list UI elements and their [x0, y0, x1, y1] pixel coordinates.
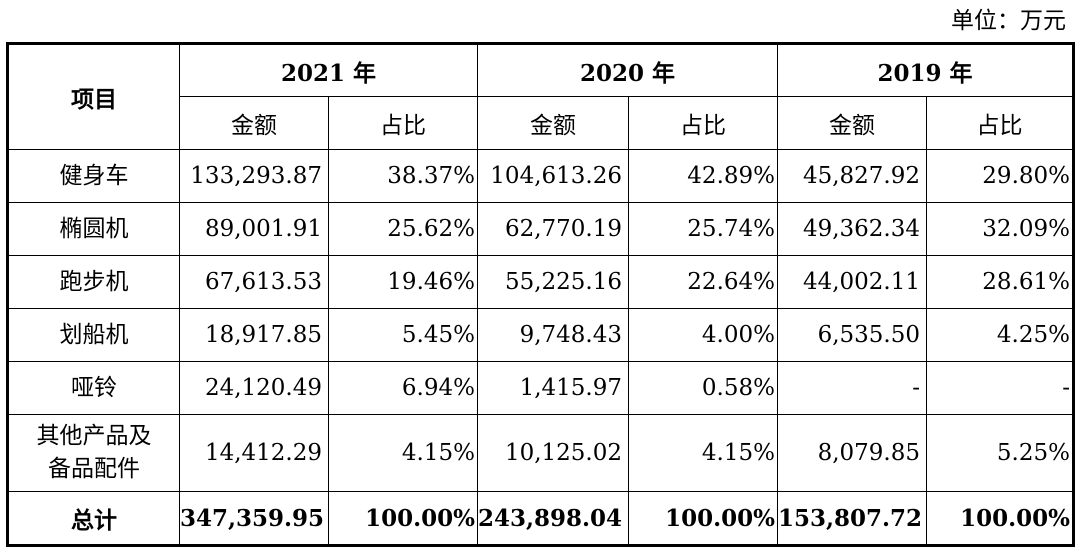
- header-row-years: 项目 2021 年 2020 年 2019 年: [7, 43, 1074, 150]
- table-row: 其他产品及 备品配件 14,412.29 4.15% 10,125.02 4.1…: [7, 414, 1074, 492]
- ratio-cell: 4.15%: [328, 414, 478, 492]
- ratio-cell: -: [926, 361, 1074, 415]
- ratio-cell: 29.80%: [926, 149, 1074, 203]
- header-year-2019: 2019 年: [777, 43, 1074, 97]
- ratio-cell: 28.61%: [926, 255, 1074, 309]
- amount-cell: 14,412.29: [179, 414, 329, 492]
- table-row: 哑铃 24,120.49 6.94% 1,415.97 0.58% - -: [7, 361, 1074, 415]
- ratio-cell: 4.00%: [628, 308, 778, 362]
- ratio-cell: 5.25%: [926, 414, 1074, 492]
- header-ratio: 占比: [926, 96, 1074, 150]
- amount-cell: 10,125.02: [477, 414, 629, 492]
- unit-label: 单位：万元: [951, 8, 1066, 34]
- amount-cell: 9,748.43: [477, 308, 629, 362]
- total-label: 总计: [7, 491, 180, 546]
- row-name: 划船机: [7, 308, 180, 362]
- ratio-cell: 25.74%: [628, 202, 778, 256]
- total-amount: 153,807.72: [777, 491, 927, 546]
- row-name: 跑步机: [7, 255, 180, 309]
- ratio-cell: 4.25%: [926, 308, 1074, 362]
- ratio-cell: 25.62%: [328, 202, 478, 256]
- amount-cell: 55,225.16: [477, 255, 629, 309]
- total-ratio: 100.00%: [328, 491, 478, 546]
- amount-cell: 1,415.97: [477, 361, 629, 415]
- ratio-cell: 5.45%: [328, 308, 478, 362]
- total-amount: 243,898.04: [477, 491, 629, 546]
- ratio-cell: 4.15%: [628, 414, 778, 492]
- amount-cell: -: [777, 361, 927, 415]
- amount-cell: 45,827.92: [777, 149, 927, 203]
- total-amount: 347,359.95: [179, 491, 329, 546]
- row-name-line: 备品配件: [48, 456, 140, 482]
- header-ratio: 占比: [628, 96, 778, 150]
- amount-cell: 44,002.11: [777, 255, 927, 309]
- amount-cell: 89,001.91: [179, 202, 329, 256]
- ratio-cell: 22.64%: [628, 255, 778, 309]
- table-row: 健身车 133,293.87 38.37% 104,613.26 42.89% …: [7, 149, 1074, 203]
- ratio-cell: 42.89%: [628, 149, 778, 203]
- header-ratio: 占比: [328, 96, 478, 150]
- header-amount: 金额: [777, 96, 927, 150]
- ratio-cell: 19.46%: [328, 255, 478, 309]
- amount-cell: 104,613.26: [477, 149, 629, 203]
- ratio-cell: 6.94%: [328, 361, 478, 415]
- header-amount: 金额: [477, 96, 629, 150]
- total-ratio: 100.00%: [628, 491, 778, 546]
- row-name: 其他产品及 备品配件: [7, 414, 180, 492]
- header-item: 项目: [7, 43, 180, 150]
- header-amount: 金额: [179, 96, 329, 150]
- amount-cell: 8,079.85: [777, 414, 927, 492]
- total-row: 总计 347,359.95 100.00% 243,898.04 100.00%…: [7, 491, 1074, 546]
- amount-cell: 18,917.85: [179, 308, 329, 362]
- ratio-cell: 32.09%: [926, 202, 1074, 256]
- table-row: 跑步机 67,613.53 19.46% 55,225.16 22.64% 44…: [7, 255, 1074, 309]
- row-name: 健身车: [7, 149, 180, 203]
- amount-cell: 6,535.50: [777, 308, 927, 362]
- total-ratio: 100.00%: [926, 491, 1074, 546]
- amount-cell: 62,770.19: [477, 202, 629, 256]
- amount-cell: 67,613.53: [179, 255, 329, 309]
- header-year-2020: 2020 年: [477, 43, 778, 97]
- amount-cell: 24,120.49: [179, 361, 329, 415]
- amount-cell: 49,362.34: [777, 202, 927, 256]
- ratio-cell: 0.58%: [628, 361, 778, 415]
- row-name: 椭圆机: [7, 202, 180, 256]
- amount-cell: 133,293.87: [179, 149, 329, 203]
- header-year-2021: 2021 年: [179, 43, 478, 97]
- table-row: 椭圆机 89,001.91 25.62% 62,770.19 25.74% 49…: [7, 202, 1074, 256]
- ratio-cell: 38.37%: [328, 149, 478, 203]
- revenue-table: 项目 2021 年 2020 年 2019 年 金额 占比 金额 占比 金额 占…: [6, 42, 1075, 547]
- table-row: 划船机 18,917.85 5.45% 9,748.43 4.00% 6,535…: [7, 308, 1074, 362]
- row-name-line: 其他产品及: [36, 423, 152, 449]
- row-name: 哑铃: [7, 361, 180, 415]
